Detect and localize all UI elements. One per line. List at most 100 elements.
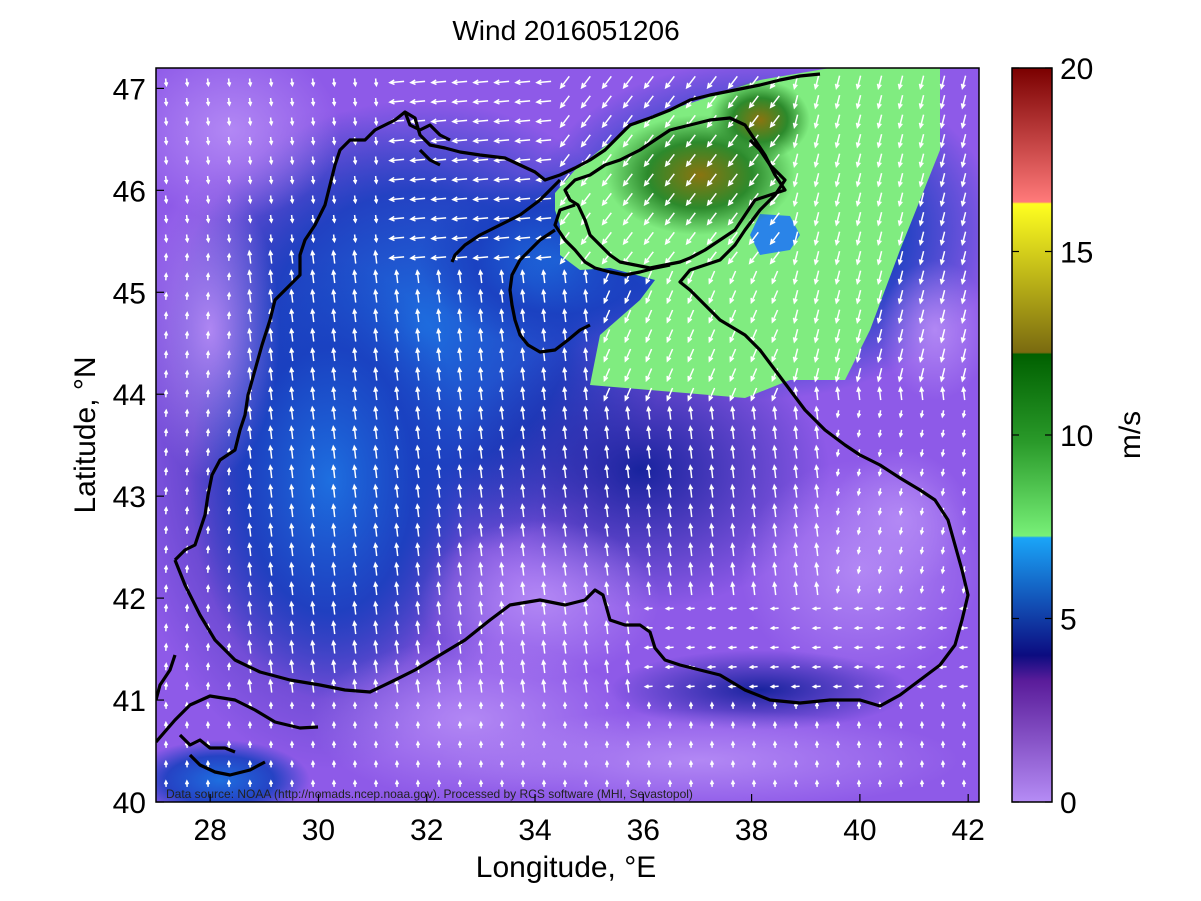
wind-arrow: [352, 581, 358, 596]
wind-arrow: [541, 269, 547, 284]
wind-arrow: [226, 195, 232, 205]
wind-arrow: [205, 467, 211, 476]
wind-arrow: [898, 429, 904, 438]
wind-arrow: [604, 444, 610, 459]
wind-arrow: [939, 329, 946, 344]
wind-arrow: [729, 368, 737, 383]
wind-arrow: [790, 645, 800, 650]
wind-arrow: [247, 522, 253, 537]
wind-arrow: [877, 410, 883, 419]
wind-arrow: [520, 425, 526, 440]
wind-arrow: [685, 684, 695, 689]
wind-arrow: [874, 645, 884, 650]
wind-arrow: [184, 195, 190, 205]
wind-arrow: [772, 444, 778, 459]
wind-arrow: [811, 664, 821, 670]
wind-arrow: [499, 503, 505, 518]
wind-arrow: [541, 483, 547, 498]
wind-arrow: [729, 309, 737, 324]
wind-arrow: [625, 720, 631, 729]
wind-arrow: [666, 329, 674, 344]
wind-arrow: [247, 444, 253, 459]
wind-arrow: [664, 95, 675, 109]
wind-arrow: [268, 288, 274, 303]
wind-arrow: [478, 581, 484, 596]
wind-arrow: [751, 425, 757, 440]
wind-arrow: [163, 350, 169, 359]
wind-arrow: [856, 527, 862, 536]
wind-arrow: [792, 290, 799, 305]
wind-arrow: [535, 137, 552, 144]
wind-arrow: [687, 329, 695, 344]
wind-arrow: [436, 405, 442, 420]
wind-arrow: [163, 117, 169, 127]
wind-arrow: [352, 214, 358, 224]
wind-arrow: [352, 659, 358, 674]
wind-arrow: [939, 75, 946, 90]
wind-arrow: [205, 369, 211, 378]
wind-arrow: [352, 308, 358, 323]
wind-arrow: [604, 639, 610, 654]
wind-arrow: [394, 720, 400, 729]
wind-arrow: [876, 192, 883, 207]
wind-arrow: [813, 153, 820, 168]
wind-arrow: [331, 78, 337, 88]
wind-arrow: [730, 701, 736, 709]
wind-arrow: [897, 231, 904, 246]
wind-arrow: [708, 290, 716, 305]
wind-arrow: [729, 387, 737, 402]
wind-arrow: [268, 347, 274, 362]
wind-arrow: [748, 606, 758, 611]
wind-arrow: [813, 95, 820, 110]
wind-arrow: [604, 542, 610, 557]
y-tick-label: 41: [113, 685, 146, 718]
wind-arrow: [918, 231, 925, 246]
wind-arrow: [352, 405, 358, 420]
wind-arrow: [769, 134, 780, 148]
wind-arrow: [751, 464, 757, 479]
wind-arrow: [751, 483, 757, 498]
wind-arrow: [604, 483, 610, 498]
wind-arrow: [583, 483, 589, 498]
wind-arrow: [205, 642, 211, 651]
y-axis-ticks: 40 41 42 43 44 45 46 47: [113, 73, 164, 820]
wind-arrow: [163, 175, 169, 185]
wind-arrow: [226, 408, 232, 417]
wind-arrow: [184, 603, 190, 612]
wind-speed-field: [156, 68, 979, 802]
wind-arrow: [813, 309, 820, 324]
wind-arrow: [331, 620, 337, 635]
wind-arrow: [163, 662, 169, 671]
wind-arrow: [541, 542, 547, 557]
wind-arrow: [541, 779, 547, 787]
wind-arrow: [205, 195, 211, 205]
wind-arrow: [499, 759, 505, 768]
wind-arrow: [769, 645, 779, 650]
wind-arrow: [622, 95, 633, 109]
wind-arrow: [960, 251, 967, 266]
wind-arrow: [541, 386, 547, 401]
wind-arrow: [331, 347, 337, 362]
wind-arrow: [289, 740, 295, 748]
wind-arrow: [583, 444, 589, 459]
wind-arrow: [163, 136, 169, 146]
map-title: Wind 2016051206: [452, 15, 679, 46]
wind-arrow: [876, 348, 883, 363]
wind-arrow: [184, 681, 190, 690]
wind-arrow: [897, 348, 904, 363]
wind-arrow: [520, 542, 526, 557]
wind-arrow: [772, 464, 778, 479]
wind-arrow: [709, 522, 715, 537]
wind-arrow: [541, 444, 547, 459]
wind-arrow: [184, 252, 190, 261]
wind-arrow: [331, 561, 337, 576]
wind-arrow: [960, 348, 967, 363]
wind-arrow: [205, 662, 211, 671]
wind-arrow: [310, 759, 316, 768]
wind-arrow: [352, 97, 358, 107]
wind-arrow: [961, 585, 967, 594]
wind-arrow: [645, 270, 653, 285]
wind-arrow: [289, 581, 295, 596]
wind-arrow: [373, 366, 379, 381]
coastline: [156, 72, 970, 777]
